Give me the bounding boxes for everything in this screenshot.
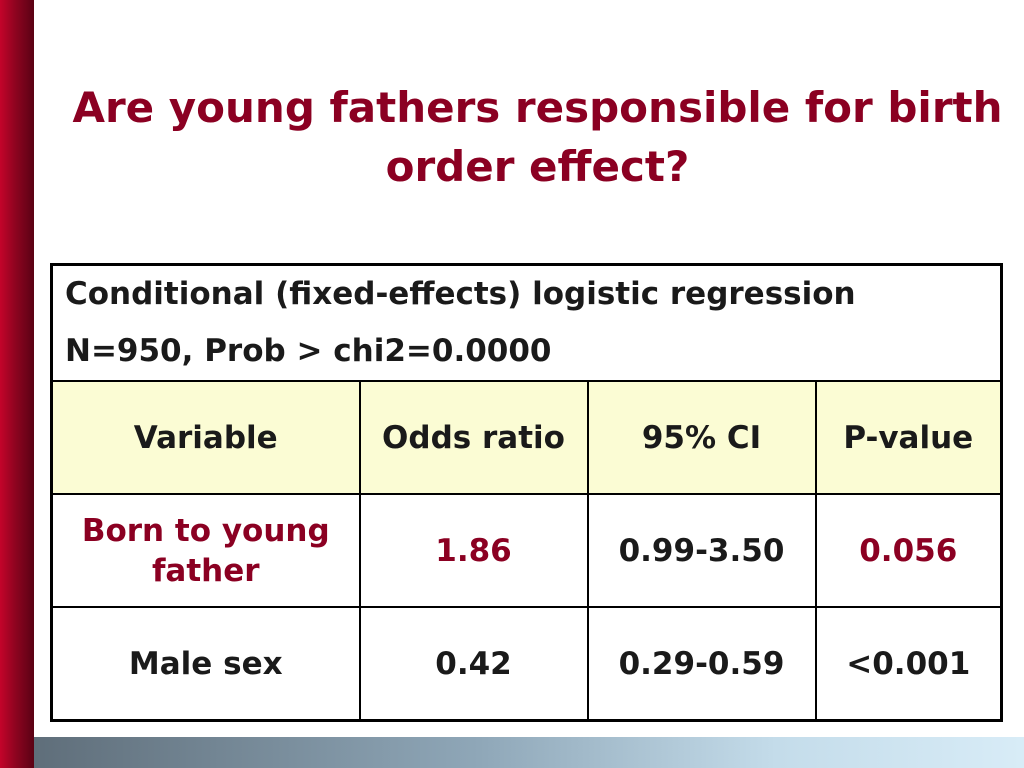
cell-ci: 0.29-0.59 bbox=[586, 606, 817, 722]
header-variable: Variable bbox=[50, 380, 361, 495]
cell-variable: Male sex bbox=[50, 606, 361, 722]
caption-line-model: Conditional (fixed-effects) logistic reg… bbox=[65, 276, 856, 312]
cell-p-value: <0.001 bbox=[814, 606, 1003, 722]
cell-odds-ratio: 0.42 bbox=[358, 606, 589, 722]
table-header-row: Variable Odds ratio 95% CI P-value bbox=[50, 380, 1003, 495]
caption-line-stats: N=950, Prob > chi2=0.0000 bbox=[65, 333, 552, 369]
header-odds-ratio: Odds ratio bbox=[358, 380, 589, 495]
table-row: Male sex 0.42 0.29-0.59 <0.001 bbox=[50, 606, 1003, 722]
table-caption-row: Conditional (fixed-effects) logistic reg… bbox=[50, 263, 1003, 382]
header-ci: 95% CI bbox=[586, 380, 817, 495]
table-caption: Conditional (fixed-effects) logistic reg… bbox=[50, 263, 1003, 382]
table-row: Born to young father 1.86 0.99-3.50 0.05… bbox=[50, 493, 1003, 608]
cell-ci: 0.99-3.50 bbox=[586, 493, 817, 608]
left-accent-bar bbox=[0, 0, 34, 768]
regression-table: Conditional (fixed-effects) logistic reg… bbox=[50, 263, 1004, 722]
header-p-value: P-value bbox=[814, 380, 1003, 495]
cell-variable: Born to young father bbox=[50, 493, 361, 608]
slide-title: Are young fathers responsible for birth … bbox=[72, 83, 1003, 191]
bottom-gradient-bar bbox=[34, 737, 1024, 768]
cell-odds-ratio: 1.86 bbox=[358, 493, 589, 608]
cell-p-value: 0.056 bbox=[814, 493, 1003, 608]
